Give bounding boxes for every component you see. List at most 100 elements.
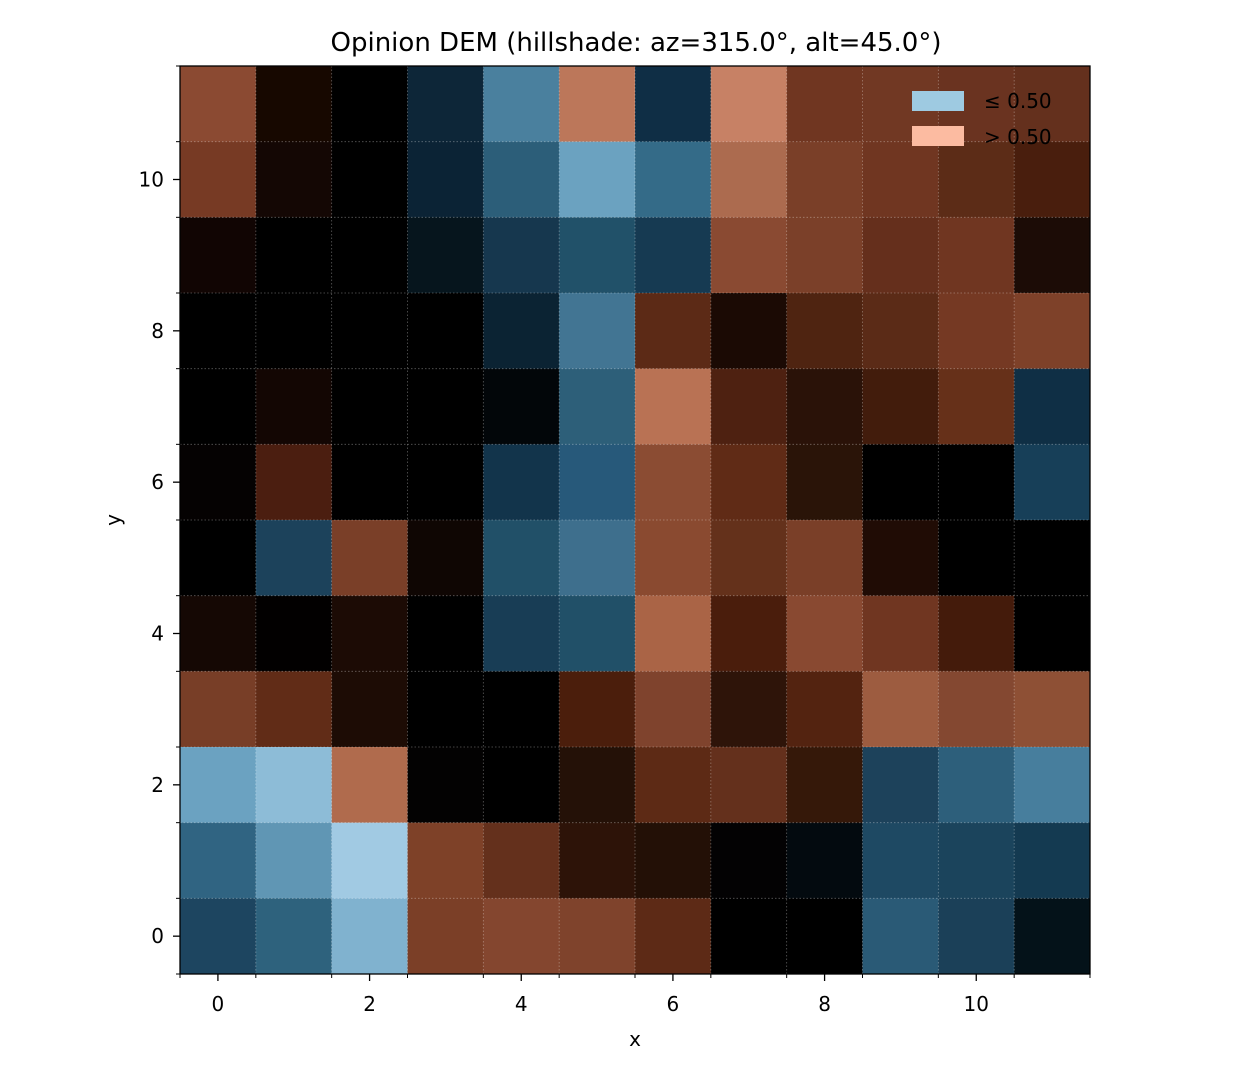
- heatmap-cell: [635, 368, 712, 445]
- heatmap-cell: [407, 520, 484, 597]
- heatmap-cell: [635, 520, 712, 597]
- heatmap-cell: [559, 822, 636, 899]
- heatmap-cell: [1014, 368, 1091, 445]
- heatmap-cell: [1014, 444, 1091, 521]
- heatmap-cell: [938, 747, 1015, 824]
- heatmap-cell: [483, 217, 560, 294]
- y-tick-label: 10: [139, 168, 164, 192]
- heatmap-cell: [635, 595, 712, 672]
- heatmap-cell: [1014, 671, 1091, 748]
- heatmap-cell: [862, 747, 939, 824]
- heatmap-cell: [559, 747, 636, 824]
- heatmap-cell: [710, 595, 788, 672]
- x-tick-label: 2: [363, 992, 376, 1016]
- heatmap-cell: [407, 141, 484, 218]
- heatmap-cell: [1014, 293, 1091, 370]
- gridlines: [180, 66, 1090, 974]
- heatmap-cell: [483, 671, 560, 748]
- y-tick-label: 2: [151, 773, 164, 797]
- heatmap-cell: [710, 444, 788, 521]
- heatmap-cell: [559, 520, 636, 597]
- heatmap-cell: [1014, 595, 1091, 672]
- heatmap-cell: [938, 898, 1015, 975]
- heatmap-cell: [1014, 747, 1091, 824]
- heatmap-cell: [710, 822, 788, 899]
- heatmap-cell: [180, 293, 257, 370]
- x-tick-label: 10: [964, 992, 989, 1016]
- heatmap-cell: [559, 293, 636, 370]
- heatmap-cell: [938, 217, 1015, 294]
- heatmap-cell: [255, 747, 333, 824]
- heatmap-cell: [255, 368, 333, 445]
- heatmap-cell: [862, 217, 939, 294]
- legend-swatch-high: [912, 126, 964, 146]
- heatmap-cell: [255, 66, 333, 143]
- heatmap-cell: [1014, 822, 1091, 899]
- heatmap-cell: [786, 293, 863, 370]
- heatmap-cell: [710, 671, 788, 748]
- heatmap-cell: [180, 141, 257, 218]
- heatmap-cell: [786, 595, 863, 672]
- heatmap-cell: [407, 368, 484, 445]
- heatmap-cell: [786, 671, 863, 748]
- heatmap-cell: [407, 293, 484, 370]
- heatmap-cell: [1014, 898, 1091, 975]
- heatmap-cell: [559, 671, 636, 748]
- legend-label-low: ≤ 0.50: [984, 89, 1052, 113]
- x-tick-label: 6: [667, 992, 680, 1016]
- heatmap-cell: [938, 293, 1015, 370]
- heatmap-cell: [331, 217, 408, 294]
- legend-swatch-low: [912, 91, 964, 111]
- heatmap-cell: [559, 141, 636, 218]
- heatmap-cell: [862, 671, 939, 748]
- heatmap-cell: [1014, 141, 1091, 218]
- heatmap-cell: [255, 822, 333, 899]
- heatmap-cell: [407, 444, 484, 521]
- heatmap-cell: [938, 520, 1015, 597]
- heatmap-cell: [331, 898, 408, 975]
- heatmap-cell: [407, 898, 484, 975]
- heatmap-cell: [635, 66, 712, 143]
- heatmap-cell: [786, 822, 863, 899]
- y-tick-label: 8: [151, 319, 164, 343]
- heatmap-cell: [635, 747, 712, 824]
- heatmap-cell: [635, 444, 712, 521]
- y-tick-label: 4: [151, 622, 164, 646]
- heatmap-cell: [255, 293, 333, 370]
- heatmap-cell: [331, 444, 408, 521]
- x-axis: 0 2 4 6 8 10: [179, 974, 1091, 1016]
- heatmap-cell: [255, 217, 333, 294]
- x-tick-label: 4: [515, 992, 528, 1016]
- heatmap-cell: [180, 217, 257, 294]
- y-tick-label: 0: [151, 924, 164, 948]
- heatmap-cell: [862, 822, 939, 899]
- heatmap-cell: [483, 822, 560, 899]
- heatmap-cell: [786, 520, 863, 597]
- heatmap-cell: [1014, 66, 1091, 143]
- heatmap-cell: [938, 671, 1015, 748]
- heatmap-cells: [180, 66, 1091, 975]
- heatmap-cell: [483, 747, 560, 824]
- heatmap-cell: [559, 898, 636, 975]
- heatmap-cell: [255, 898, 333, 975]
- heatmap-cell: [710, 520, 788, 597]
- heatmap-cell: [407, 66, 484, 143]
- heatmap-cell: [710, 368, 788, 445]
- heatmap-cell: [710, 898, 788, 975]
- heatmap-cell: [938, 368, 1015, 445]
- heatmap-cell: [255, 444, 333, 521]
- heatmap-cell: [483, 368, 560, 445]
- heatmap-cell: [635, 293, 712, 370]
- heatmap-cell: [483, 66, 560, 143]
- heatmap-cell: [559, 66, 636, 143]
- heatmap-cell: [1014, 217, 1091, 294]
- legend: ≤ 0.50 > 0.50: [912, 89, 1052, 149]
- heatmap-cell: [407, 822, 484, 899]
- heatmap-cell: [635, 141, 712, 218]
- heatmap-cell: [180, 595, 257, 672]
- heatmap-cell: [331, 747, 408, 824]
- heatmap-cell: [255, 595, 333, 672]
- heatmap-cell: [559, 368, 636, 445]
